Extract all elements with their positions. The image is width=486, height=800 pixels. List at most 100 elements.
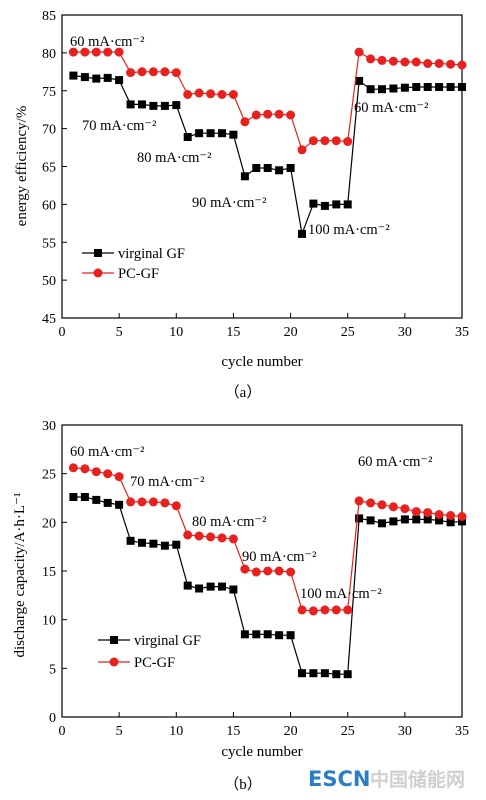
chart-a-xtick-label: 0 (59, 325, 66, 340)
chart-b-point-pc-gf (320, 605, 330, 615)
chart-a-annotation-70: 70 mA·cm⁻² (82, 118, 157, 134)
chart-b-annotation-70: 70 mA·cm⁻² (130, 474, 205, 490)
chart-a-point-pc-gf (446, 59, 456, 69)
chart-b-point-virginal-gf (206, 582, 215, 591)
chart-b-point-virginal-gf (412, 515, 421, 524)
chart-b-point-virginal-gf (115, 500, 124, 509)
chart-b-point-pc-gf (103, 469, 113, 479)
chart-a-point-pc-gf (148, 67, 158, 77)
chart-a-ytick-label: 80 (42, 47, 56, 62)
chart-a-point-virginal-gf (366, 85, 375, 94)
chart-a-point-virginal-gf (138, 100, 146, 109)
chart-a-point-pc-gf (80, 47, 90, 57)
chart-a-point-virginal-gf (355, 76, 364, 85)
chart-b-point-pc-gf (400, 504, 410, 514)
chart-a-annotation-60-end: 60 mA·cm⁻² (354, 100, 429, 116)
chart-b-point-pc-gf (457, 512, 467, 521)
chart-b-point-pc-gf (148, 497, 158, 507)
chart-a-annotation-90: 90 mA·cm⁻² (192, 195, 267, 211)
chart-a-xtick-label: 5 (116, 325, 123, 340)
chart-a-ytick-label: 70 (42, 123, 56, 138)
chart-b-point-virginal-gf (286, 631, 295, 640)
chart-b-point-virginal-gf (103, 498, 112, 507)
chart-b-point-pc-gf (446, 511, 456, 520)
chart-b-point-virginal-gf (69, 493, 78, 501)
chart-b-point-virginal-gf (423, 515, 432, 524)
chart-a-point-pc-gf (217, 90, 227, 99)
chart-b-point-pc-gf (68, 463, 78, 473)
chart-a-point-virginal-gf (435, 83, 444, 91)
chart-a-point-pc-gf (263, 109, 273, 119)
chart-a-point-pc-gf (423, 59, 433, 68)
chart-a-point-pc-gf (171, 68, 181, 78)
chart-a-point-pc-gf (331, 136, 341, 146)
chart-b-ylabel: discharge capacity/A·h·L⁻¹ (12, 493, 28, 658)
legend-a-pcgf-label: PC-GF (118, 266, 159, 282)
chart-b-point-virginal-gf (126, 536, 135, 545)
chart-a-point-virginal-gf (275, 166, 284, 175)
chart-a-ytick-label: 45 (42, 312, 56, 327)
chart-b-ytick-label: 30 (42, 419, 56, 434)
chart-b-xtick-label: 5 (116, 724, 123, 739)
chart-a-point-pc-gf (343, 137, 353, 146)
chart-b-ytick-label: 15 (42, 565, 56, 580)
chart-b-point-virginal-gf (309, 669, 318, 678)
chart-b-xtick-label: 25 (341, 724, 355, 739)
chart-a-point-virginal-gf (320, 201, 329, 210)
chart-b-point-pc-gf (114, 472, 124, 482)
chart-b-ytick-label: 20 (42, 516, 56, 531)
chart-b-point-virginal-gf (195, 584, 204, 593)
chart-b-point-pc-gf (228, 534, 238, 544)
chart-a-point-virginal-gf (343, 200, 352, 209)
chart-a-point-virginal-gf (263, 164, 272, 172)
chart-b-xtick-label: 10 (169, 724, 183, 739)
chart-b-point-pc-gf (343, 605, 353, 615)
chart-b-xtick-label: 0 (59, 724, 66, 739)
chart-b-point-virginal-gf (229, 585, 238, 594)
chart-a-point-pc-gf (377, 55, 387, 65)
chart-b-point-pc-gf (423, 508, 433, 518)
chart-a-point-pc-gf (194, 88, 204, 98)
chart-a-point-pc-gf (274, 109, 284, 119)
chart-b-point-pc-gf (388, 502, 398, 512)
chart-b-annotation-100: 100 mA·cm⁻² (300, 586, 382, 602)
chart-a-point-pc-gf (68, 47, 78, 57)
chart-a-point-virginal-gf (206, 129, 215, 138)
legend-a-pcgf-marker (93, 268, 103, 278)
chart-b-point-virginal-gf (252, 630, 261, 639)
chart-a-xtick-label: 25 (341, 325, 355, 340)
legend-a-virginal-marker (94, 249, 102, 257)
chart-b-point-pc-gf (160, 498, 170, 508)
chart-a-point-virginal-gf (160, 101, 169, 110)
chart-b-point-virginal-gf (218, 582, 226, 591)
chart-a-point-pc-gf (400, 57, 410, 67)
chart-a-point-virginal-gf (149, 101, 158, 110)
chart-a-point-virginal-gf (252, 164, 261, 172)
chart-a-point-virginal-gf (286, 164, 295, 172)
chart-b-ticks: 0 5 10 15 20 25 30 35 0 5 10 15 20 25 30 (42, 419, 469, 739)
chart-b-point-virginal-gf (263, 630, 272, 639)
legend-b-virginal-label: virginal GF (134, 633, 201, 649)
chart-a-point-pc-gf (434, 59, 444, 68)
legend-a-virginal-label: virginal GF (118, 246, 185, 262)
chart-b-xlabel: cycle number (221, 744, 302, 760)
chart-a-annotation-80: 80 mA·cm⁻² (137, 150, 212, 166)
chart-b-xtick-label: 35 (455, 724, 469, 739)
legend-b-pcgf-marker (109, 657, 119, 667)
chart-b-point-virginal-gf (138, 538, 146, 547)
chart-b-xtick-label: 20 (284, 724, 298, 739)
chart-b-ytick-label: 25 (42, 468, 56, 483)
chart-a-xtick-label: 35 (455, 325, 469, 340)
chart-b-point-virginal-gf (298, 669, 306, 678)
chart-b-point-virginal-gf (400, 515, 409, 524)
chart-a-point-pc-gf (286, 110, 296, 120)
chart-a-point-virginal-gf (229, 130, 238, 139)
chart-b-point-pc-gf (331, 605, 341, 615)
chart-b-point-pc-gf (91, 467, 101, 477)
chart-a-point-virginal-gf (389, 84, 398, 93)
chart-a-xtick-label: 10 (169, 325, 183, 340)
legend-b-pcgf-label: PC-GF (134, 655, 175, 671)
chart-b-point-virginal-gf (320, 669, 329, 678)
